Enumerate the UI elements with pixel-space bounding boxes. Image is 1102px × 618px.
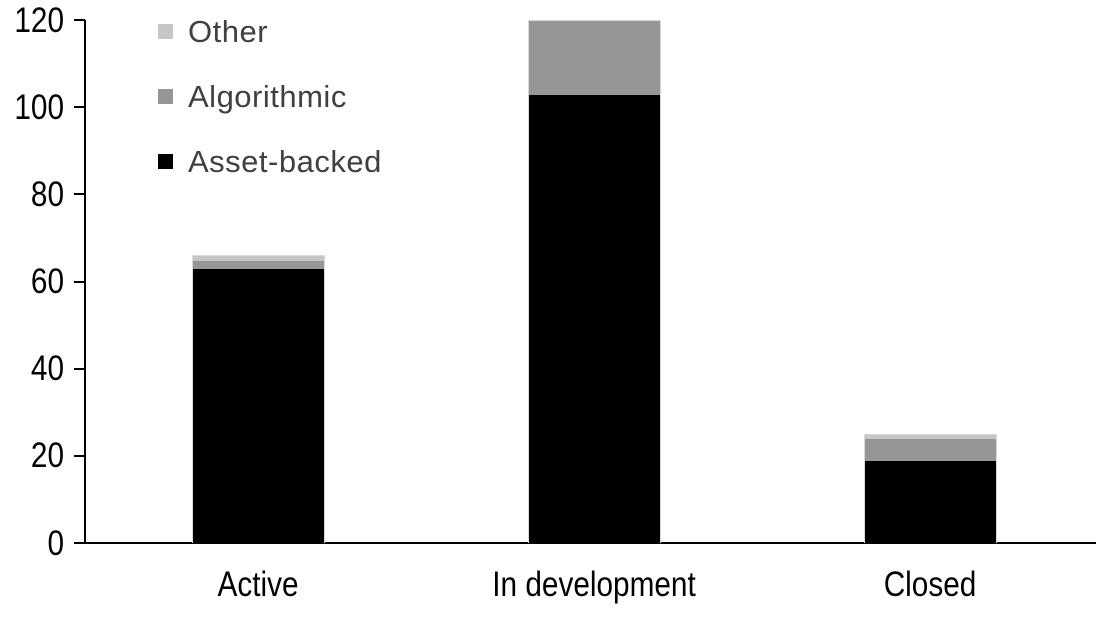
bar-segment-algorithmic: [192, 260, 324, 270]
y-tick: [74, 193, 85, 196]
y-tick: [74, 106, 85, 109]
legend-label: Other: [188, 14, 269, 49]
legend-label: Asset-backed: [188, 144, 382, 179]
legend-label: Algorithmic: [188, 79, 347, 114]
bar-segment-asset-backed: [864, 461, 996, 544]
legend: Other Algorithmic Asset-backed: [158, 16, 382, 219]
x-category-label: In development: [492, 565, 696, 604]
y-tick-label: 60: [30, 262, 65, 301]
x-category-label: Closed: [883, 565, 977, 604]
bar-segment-other: [864, 435, 996, 440]
y-tick: [74, 19, 85, 21]
bar-segment-algorithmic: [864, 439, 996, 462]
legend-item-asset-backed: Asset-backed: [158, 146, 382, 177]
bar-stack-active: [191, 255, 325, 544]
legend-swatch-icon: [158, 24, 173, 39]
legend-swatch-icon: [158, 154, 173, 169]
y-axis-line: [84, 20, 86, 544]
legend-item-other: Other: [158, 16, 382, 47]
y-tick: [74, 542, 85, 544]
bar-segment-other: [192, 256, 324, 261]
bar-stack-closed: [863, 434, 997, 544]
bar-segment-asset-backed: [192, 269, 324, 544]
bar-stack-in-development: [527, 20, 661, 544]
legend-swatch-icon: [158, 89, 173, 104]
y-tick-label: 20: [30, 436, 65, 476]
x-category-label: Active: [217, 565, 299, 604]
y-tick-label: 100: [14, 87, 64, 127]
y-tick: [74, 367, 85, 370]
bar-segment-algorithmic: [528, 21, 660, 96]
bar-segment-asset-backed: [528, 95, 660, 544]
y-tick-label: 80: [30, 174, 65, 214]
y-tick-label: 120: [14, 0, 64, 40]
y-tick: [74, 454, 85, 457]
y-tick: [74, 280, 85, 283]
y-tick-label: 40: [30, 349, 65, 389]
y-tick-label: 0: [47, 523, 64, 563]
legend-item-algorithmic: Algorithmic: [158, 81, 382, 112]
